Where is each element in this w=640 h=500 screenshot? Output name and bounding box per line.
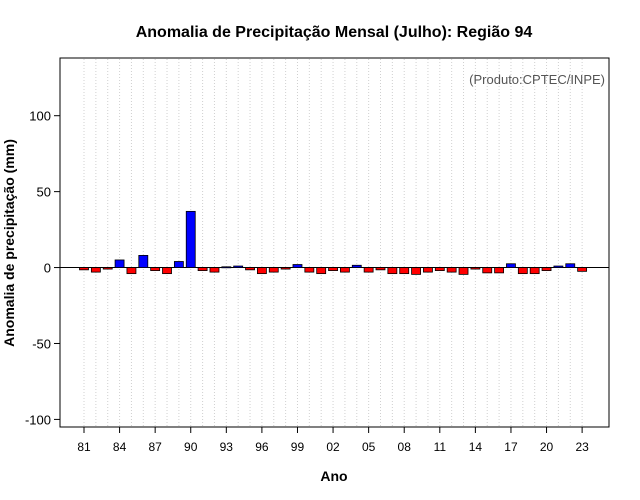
y-tick-label: 0 [44,261,51,276]
bar-2014 [470,267,481,270]
x-axis: 81 84 87 90 93 96 99 02 05 08 11 14 17 20 23 [77,427,589,454]
bar-2015 [482,267,493,274]
bar-1993 [221,266,232,269]
bar-1990 [185,210,196,268]
bar-2023 [577,267,588,272]
bar-2020 [541,267,552,271]
x-tick-label: 05 [362,440,376,454]
bar-1982 [90,267,101,273]
bar-1997 [268,267,279,273]
bar-1987 [150,267,161,271]
y-tick-label: 50 [37,185,51,200]
bar-2013 [458,267,469,275]
bar-1994 [233,265,244,268]
x-tick-label: 81 [77,440,91,454]
y-tick-label: -100 [25,412,51,427]
bar-1983 [102,267,113,270]
bar-1991 [197,267,208,271]
bar-2007 [387,267,398,275]
chart-title: Anomalia de Precipitação Mensal (Julho):… [136,24,533,41]
y-axis-label: Anomalia de precipitação (mm) [1,139,17,347]
bar-1998 [280,267,291,270]
bar-2008 [399,267,410,275]
x-tick-label: 90 [184,440,198,454]
source-annotation: (Produto:CPTEC/INPE) [469,72,605,87]
x-axis-label: Ano [320,468,347,484]
bar-2002 [328,267,338,271]
x-tick-label: 20 [540,440,554,454]
x-tick-label: 93 [220,440,234,454]
bar-1984 [114,259,125,268]
bar-2001 [316,267,327,275]
x-tick-label: 99 [291,440,305,454]
y-axis: -100 -50 0 50 100 [25,109,60,427]
x-tick-label: 84 [113,440,127,454]
x-tick-label: 96 [255,440,269,454]
x-tick-label: 87 [148,440,162,454]
bar-2012 [446,267,457,273]
bar-2022 [565,263,576,268]
y-tick-label: -50 [32,336,51,351]
bar-1986 [138,255,149,268]
bar-1988 [162,267,172,275]
bar-1995 [245,267,255,271]
y-tick-label: 100 [29,109,51,124]
bar-1996 [256,267,267,275]
x-tick-label: 17 [504,440,518,454]
bar-2016 [494,267,505,274]
bar-1989 [173,261,184,268]
x-tick-label: 08 [398,440,412,454]
x-tick-label: 23 [575,440,589,454]
x-tick-label: 14 [469,440,483,454]
bar-2021 [553,265,564,268]
bar-2019 [529,267,540,275]
bar-1981 [79,267,89,271]
x-tick-label: 11 [434,440,447,454]
bar-1992 [209,267,220,273]
bar-2000 [304,267,315,273]
bar-2003 [340,267,350,273]
bars [79,210,588,275]
bar-2011 [434,267,445,271]
bar-2004 [351,264,362,268]
bar-2018 [517,267,528,275]
grid [83,59,583,426]
bar-2010 [423,267,433,273]
bar-2005 [363,267,374,273]
bar-2006 [375,267,386,271]
bar-1985 [126,267,137,275]
plot-frame [59,57,610,428]
bar-2017 [506,263,516,268]
x-tick-label: 02 [326,440,340,454]
bar-1999 [292,264,303,268]
bar-2009 [411,267,421,275]
